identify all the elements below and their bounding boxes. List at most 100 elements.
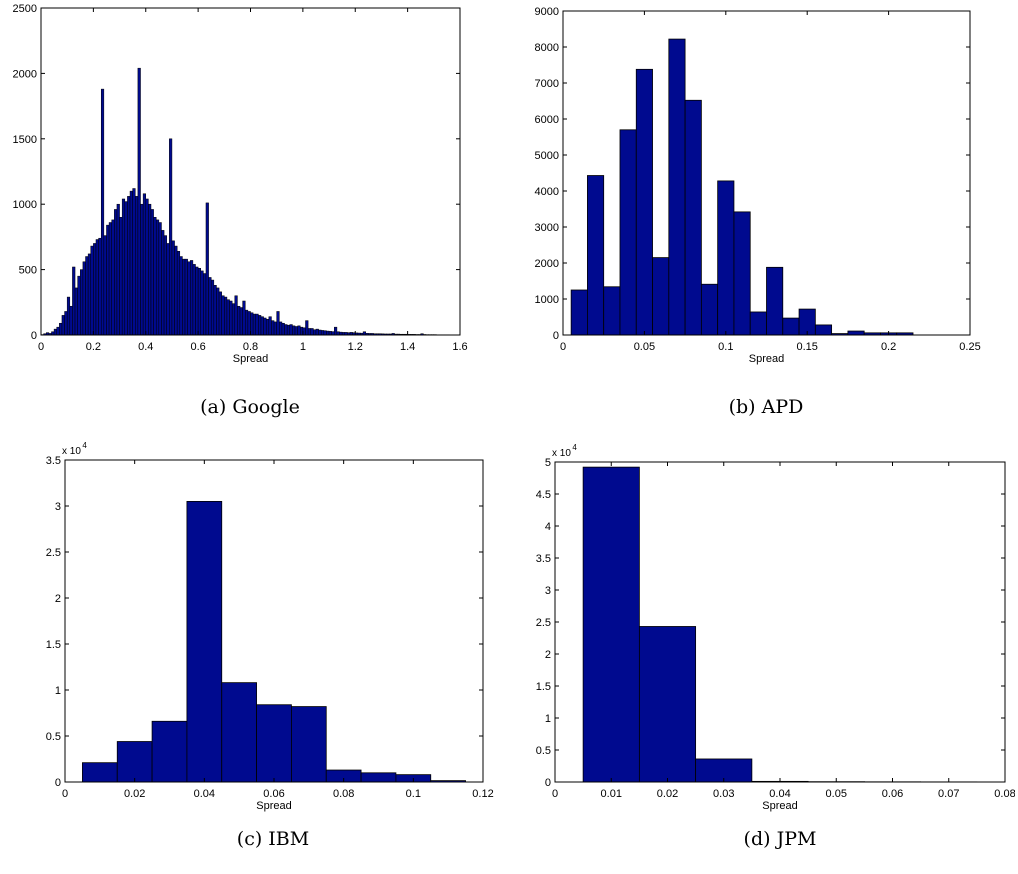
- histogram-bar: [135, 196, 139, 336]
- histogram-bar: [114, 209, 118, 336]
- x-tick-label: 0.03: [713, 788, 734, 800]
- x-tick-label: 1.2: [348, 341, 363, 353]
- histogram-bar: [158, 222, 162, 336]
- histogram-bar: [137, 67, 141, 336]
- y-tick-label: 3000: [535, 222, 559, 234]
- x-tick-label: 0: [552, 788, 558, 800]
- histogram-bar: [305, 320, 309, 336]
- y-tick-label: 0: [553, 330, 559, 342]
- y-tick-label: 2000: [13, 68, 37, 80]
- histogram-bar: [124, 201, 128, 336]
- x-tick-label: 0.1: [718, 341, 733, 353]
- histogram-bar: [252, 313, 256, 336]
- x-tick-label: 0.6: [190, 341, 205, 353]
- histogram-bar: [184, 258, 188, 336]
- histogram-bar: [315, 328, 319, 336]
- histogram-bar: [132, 188, 136, 336]
- histogram-bar: [103, 235, 107, 336]
- caption-apd: (b) APD: [728, 396, 804, 418]
- x-axis-label: Spread: [256, 800, 291, 812]
- x-tick-label: 0: [38, 341, 44, 353]
- histogram-bar: [291, 706, 327, 783]
- x-tick-label: 1.6: [452, 341, 467, 353]
- histogram-bar: [307, 328, 311, 336]
- histogram-bar: [187, 261, 191, 336]
- histogram-bar: [82, 261, 86, 336]
- histogram-bar: [95, 239, 99, 336]
- histogram-bar: [286, 324, 291, 336]
- caption-google: (a) Google: [200, 396, 300, 418]
- y-exponent-power: 4: [82, 441, 87, 450]
- histogram-bar: [169, 138, 173, 336]
- histogram-bar: [90, 245, 94, 336]
- histogram-bar: [226, 299, 230, 336]
- histogram-bar: [155, 219, 160, 336]
- histogram-bar: [53, 328, 57, 336]
- histogram-bar: [116, 203, 120, 336]
- histogram-bar: [200, 270, 204, 336]
- y-tick-label: 3: [55, 501, 61, 513]
- histogram-bar: [161, 230, 165, 336]
- histogram-bar: [106, 224, 110, 336]
- x-tick-label: 0.4: [138, 341, 153, 353]
- histogram-bar: [323, 330, 327, 336]
- histogram-bar: [61, 315, 65, 336]
- histogram-bar: [326, 330, 330, 336]
- y-tick-label: 3.5: [46, 455, 61, 467]
- histogram-bar: [635, 68, 653, 336]
- histogram-bar: [195, 266, 199, 336]
- x-tick-label: 0: [62, 788, 68, 800]
- histogram-bar: [140, 203, 144, 336]
- x-tick-label: 0.12: [472, 788, 493, 800]
- histogram-bar: [148, 203, 152, 336]
- histogram-bar: [320, 330, 325, 336]
- histogram-bar: [210, 279, 215, 336]
- histogram-bar: [98, 237, 102, 336]
- y-exponent-label: x 10: [552, 448, 571, 459]
- x-tick-label: 0.1: [406, 788, 421, 800]
- histogram-bar: [265, 319, 270, 336]
- histogram-bar: [182, 258, 186, 336]
- y-tick-label: 2.5: [536, 617, 551, 629]
- y-tick-label: 5: [545, 457, 551, 469]
- histogram-bar: [77, 275, 81, 336]
- histogram-bar: [72, 266, 76, 336]
- histogram-bar: [174, 245, 178, 336]
- x-tick-label: 0: [560, 341, 566, 353]
- histogram-bar: [782, 317, 800, 336]
- histogram-bar: [360, 772, 397, 783]
- chart-panel-ibm: 0 0.02 0.04 0.06 0.08 0.1 0.12 0 0.5 1 1.5 2 2.5 3 3.5…: [0, 434, 500, 814]
- histogram-bar: [310, 328, 314, 336]
- y-tick-label: 2: [55, 593, 61, 605]
- y-tick-label: 1000: [13, 199, 37, 211]
- histogram-bar: [82, 762, 118, 783]
- histogram-bar: [587, 175, 605, 336]
- histogram-bar: [59, 322, 63, 336]
- histogram-bar: [208, 277, 212, 336]
- histogram-bar: [279, 321, 283, 336]
- x-tick-label: 0.08: [994, 788, 1015, 800]
- y-tick-label: 2.5: [46, 547, 61, 559]
- histogram-bar: [192, 264, 196, 336]
- histogram-bar: [570, 289, 588, 336]
- histogram-bar: [221, 682, 257, 783]
- histogram-bar: [242, 300, 246, 336]
- histogram-bar: [814, 324, 833, 336]
- x-tick-label: 0.08: [333, 788, 354, 800]
- histogram-bar: [119, 217, 123, 336]
- y-tick-label: 4000: [535, 186, 559, 198]
- histogram-bar: [145, 198, 149, 336]
- histogram-bar: [733, 211, 751, 336]
- y-tick-label: 4: [545, 521, 551, 533]
- histogram-jpm: 0 0.01 0.02 0.03 0.04 0.05 0.06 0.07 0.08 0 0.5 1 1.…: [536, 443, 1015, 812]
- x-axis-label: Spread: [762, 800, 797, 812]
- histogram-bar: [245, 309, 249, 336]
- histogram-bar: [176, 251, 181, 336]
- histogram-bar: [263, 317, 267, 336]
- x-tick-label: 0.07: [938, 788, 959, 800]
- histogram-bar: [239, 307, 243, 336]
- histogram-bar: [700, 283, 719, 336]
- histogram-bar: [74, 287, 78, 336]
- axes-frame: [562, 10, 971, 336]
- histogram-bar: [260, 316, 264, 336]
